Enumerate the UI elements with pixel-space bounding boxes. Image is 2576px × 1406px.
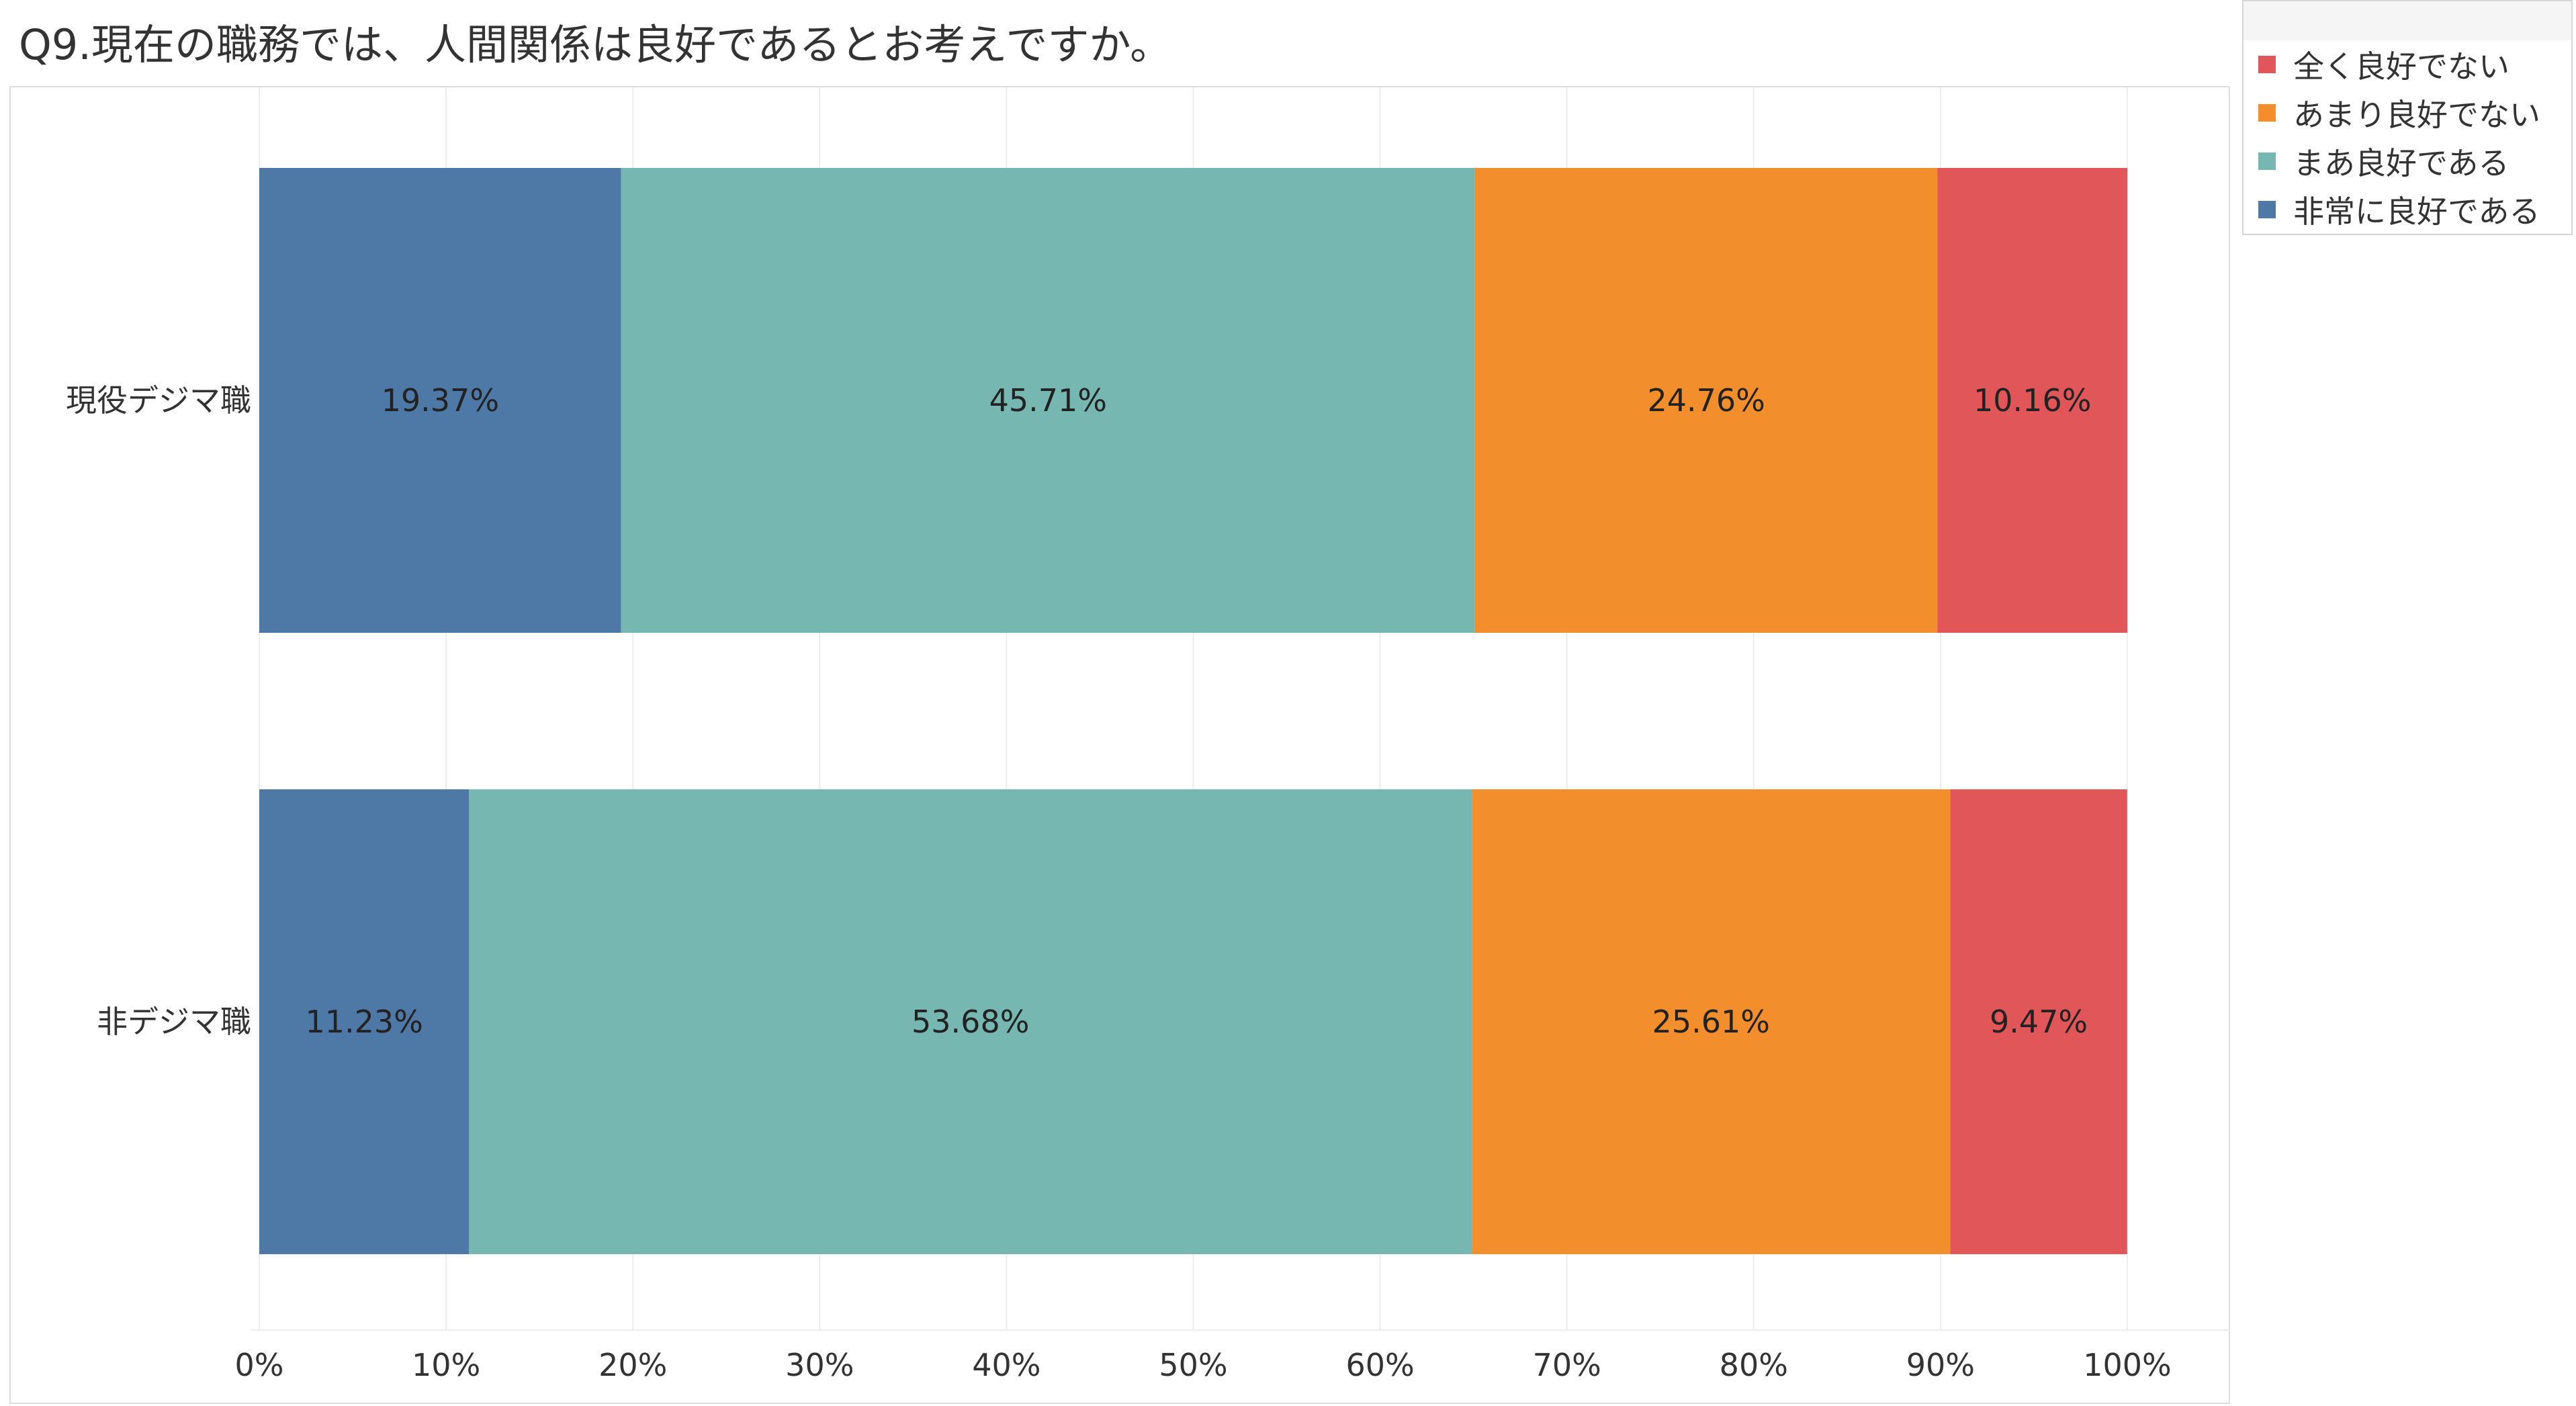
bar-segment[interactable] — [469, 789, 1472, 1254]
legend: 全く良好でない あまり良好でない まあ良好である 非常に良好である — [2242, 0, 2573, 235]
x-tick-label: 50% — [1159, 1347, 1227, 1383]
data-label: 25.61% — [1652, 1004, 1770, 1040]
x-tick-label: 80% — [1720, 1347, 1788, 1383]
x-tick-label: 10% — [412, 1347, 480, 1383]
label-layer: 19.37% 45.71% 24.76% 10.16% 11.23% 53.68% 25.6… — [305, 382, 2091, 1040]
x-tick-label: 70% — [1533, 1347, 1601, 1383]
legend-label: あまり良好でない — [2293, 97, 2540, 133]
data-label: 11.23% — [305, 1004, 423, 1040]
axis-layer: 0% 10% 20% 30% 40% 50% 60% 70% 80% 90% 100% 現役デジマ職非… — [66, 382, 2230, 1383]
data-label: 53.68% — [912, 1004, 1029, 1040]
data-label: 19.37% — [382, 382, 499, 419]
legend-label: 全く良好でない — [2293, 48, 2510, 85]
legend-label: 非常に良好である — [2293, 193, 2540, 230]
bar-segment[interactable] — [1472, 789, 1951, 1254]
data-label: 24.76% — [1647, 382, 1765, 419]
legend-item-非常に良好である[interactable]: 非常に良好である — [2258, 185, 2540, 234]
bar-segment[interactable] — [259, 789, 470, 1254]
x-tick-label: 0% — [235, 1347, 284, 1383]
x-tick-label: 40% — [972, 1347, 1040, 1383]
legend-label: まあ良好である — [2293, 145, 2510, 181]
category-label: 非デジマ職 — [97, 1004, 251, 1040]
data-label: 9.47% — [1990, 1004, 2088, 1040]
chart-frame — [9, 86, 2230, 1404]
category-label: 現役デジマ職 — [66, 382, 251, 419]
stacked-bar-chart: 19.37% 45.71% 24.76% 10.16% 11.23% 53.68% 25.6… — [66, 87, 2230, 1383]
chart-title: Q9.現在の職務では、人間関係は良好であるとお考えですか。 — [19, 20, 1172, 69]
bar-segment[interactable] — [621, 168, 1475, 633]
bar-layer — [259, 168, 2127, 1254]
bar-segment[interactable] — [259, 168, 621, 633]
x-tick-label: 60% — [1345, 1347, 1414, 1383]
x-tick-label: 30% — [785, 1347, 854, 1383]
legend-swatch — [2258, 104, 2276, 122]
data-label: 45.71% — [989, 382, 1107, 419]
legend-swatch — [2258, 152, 2276, 170]
x-tick-label: 90% — [1906, 1347, 1975, 1383]
legend-item-あまり良好でない[interactable]: あまり良好でない — [2258, 89, 2540, 137]
legend-item-全く良好でない[interactable]: 全く良好でない — [2258, 40, 2510, 89]
legend-header — [2244, 1, 2571, 40]
x-tick-label: 20% — [598, 1347, 667, 1383]
legend-swatch — [2258, 56, 2276, 73]
legend-item-まあ良好である[interactable]: まあ良好である — [2258, 137, 2510, 185]
legend-swatch — [2258, 201, 2276, 218]
bar-segment[interactable] — [1950, 789, 2127, 1254]
bar-segment[interactable] — [1937, 168, 2127, 633]
x-tick-label: 100% — [2083, 1347, 2172, 1383]
bar-segment[interactable] — [1474, 168, 1938, 633]
data-label: 10.16% — [1973, 382, 2091, 419]
